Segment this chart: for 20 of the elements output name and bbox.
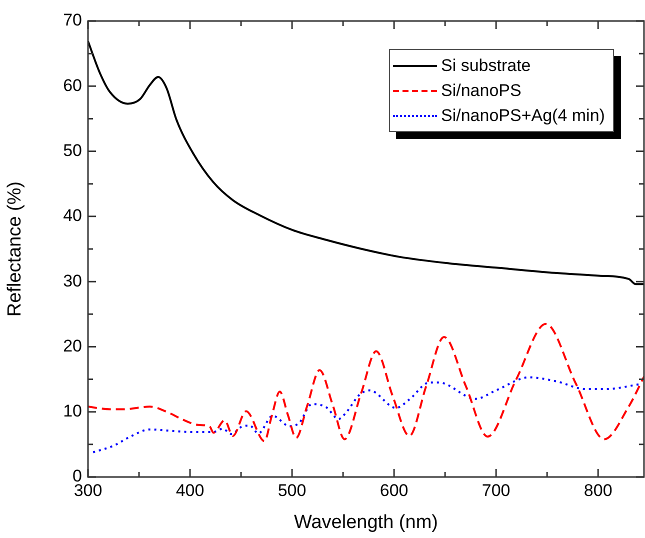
line-series xyxy=(88,322,644,442)
x-tick-label: 800 xyxy=(584,480,612,500)
legend-label: Si/nanoPS+Ag(4 min) xyxy=(441,106,605,126)
legend-label: Si substrate xyxy=(441,56,531,76)
line-series xyxy=(88,40,644,286)
x-tick-label: 300 xyxy=(74,480,102,500)
y-tick-label: 30 xyxy=(63,271,82,290)
y-tick-label: 40 xyxy=(63,206,82,226)
x-tick-label: 400 xyxy=(176,480,204,500)
y-tick-label: 50 xyxy=(63,140,82,160)
x-tick-label: 700 xyxy=(482,480,510,500)
y-axis-title: Reflectance (%) xyxy=(4,181,26,317)
x-axis-title: Wavelength (nm) xyxy=(294,512,438,533)
y-tick-label: 70 xyxy=(63,10,82,30)
x-tick-label: 600 xyxy=(380,480,408,500)
y-tick-label: 60 xyxy=(63,76,82,95)
y-tick-label: 20 xyxy=(63,336,82,356)
x-tick-label: 500 xyxy=(278,480,306,500)
legend-label: Si/nanoPS xyxy=(441,80,522,100)
y-tick-label: 10 xyxy=(63,402,82,421)
